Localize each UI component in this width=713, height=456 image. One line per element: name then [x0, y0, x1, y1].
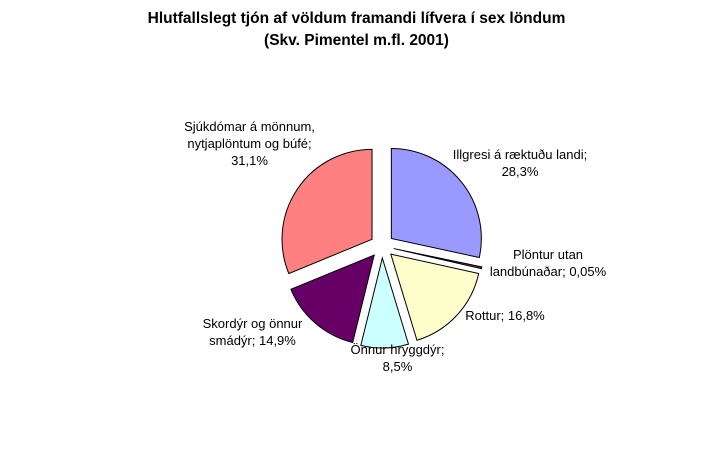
slice-onnur-hryggdyr [360, 256, 410, 349]
slice-label-illgresi: Illgresi á ræktuðu landi; 28,3% [452, 147, 588, 179]
slice-label-onnur-hryggdyr: Önnur hryggdýr; 8,5% [350, 342, 445, 374]
slice-label-skordyr: Skordýr og önnur smádýr; 14,9% [202, 316, 303, 348]
chart-title: Hlutfallslegt tjón af völdum framandi lí… [0, 8, 713, 52]
slice-plontur [393, 248, 483, 270]
chart-title-line: Hlutfallslegt tjón af völdum framandi lí… [147, 10, 566, 27]
slice-skordyr [290, 254, 375, 344]
slice-label-rottur: Rottur; 16,8% [465, 308, 545, 323]
slice-sjukdomar [281, 148, 373, 275]
slice-label-plontur: Plöntur utan landbúnaðar; 0,05% [489, 247, 607, 279]
chart-subtitle: (Skv. Pimentel m.fl. 2001) [264, 32, 449, 49]
slice-rottur [390, 253, 480, 341]
slice-illgresi [390, 147, 482, 259]
slice-label-sjukdomar: Sjúkdómar á mönnum, nytjaplöntum og búfé… [184, 119, 315, 168]
